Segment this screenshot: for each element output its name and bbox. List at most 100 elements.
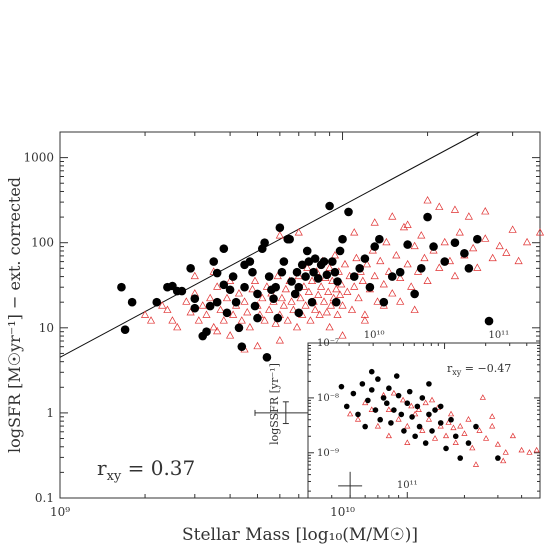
- data-point-circle: [484, 316, 494, 326]
- fit-line-layer: [59, 131, 480, 358]
- data-point-triangle: [408, 402, 415, 409]
- data-point-circle: [368, 368, 375, 375]
- data-point-triangle: [388, 212, 397, 220]
- data-point-circle: [349, 272, 359, 281]
- data-point-triangle: [435, 263, 444, 271]
- data-point-circle: [212, 297, 222, 307]
- data-point-triangle: [234, 289, 244, 297]
- data-point-circle: [331, 297, 341, 307]
- data-point-triangle: [461, 430, 468, 436]
- data-point-triangle: [379, 279, 388, 288]
- data-point-circle: [365, 397, 371, 404]
- data-point-circle: [231, 297, 241, 307]
- data-point-circle: [279, 257, 289, 266]
- data-point-triangle: [326, 301, 336, 309]
- data-point-circle: [404, 400, 411, 407]
- data-point-circle: [383, 400, 390, 407]
- data-point-triangle: [333, 310, 342, 318]
- data-point-circle: [237, 342, 247, 351]
- data-point-circle: [362, 423, 368, 430]
- data-point-circle: [401, 428, 407, 434]
- data-point-circle: [294, 282, 304, 292]
- data-point-triangle: [376, 256, 385, 265]
- data-point-circle: [190, 294, 200, 303]
- data-point-circle: [335, 246, 345, 256]
- inset-top-tick-label: 10¹⁰: [364, 330, 385, 341]
- data-point-triangle: [222, 293, 232, 302]
- data-point-triangle: [229, 310, 238, 318]
- data-point-triangle: [219, 316, 228, 324]
- data-point-triangle: [533, 446, 540, 453]
- data-point-triangle: [163, 305, 172, 313]
- main-points-layer: [117, 196, 545, 362]
- data-point-circle: [386, 385, 392, 392]
- data-point-triangle: [370, 271, 379, 280]
- data-point-circle: [152, 297, 162, 307]
- data-point-triangle: [304, 287, 313, 295]
- data-point-circle: [228, 272, 238, 281]
- data-point-triangle: [385, 406, 392, 412]
- data-point-triangle: [306, 316, 315, 324]
- data-point-circle: [395, 392, 402, 399]
- data-point-triangle: [396, 273, 405, 281]
- data-point-triangle: [495, 241, 504, 250]
- data-point-triangle: [250, 276, 260, 285]
- data-point-circle: [423, 212, 432, 222]
- inset-y-axis-label: logSSFR [yr⁻¹]: [268, 363, 281, 445]
- data-point-triangle: [206, 293, 215, 302]
- data-point-triangle: [325, 263, 334, 271]
- data-point-circle: [330, 267, 340, 277]
- data-point-triangle: [360, 316, 369, 324]
- data-point-triangle: [464, 212, 473, 220]
- data-point-circle: [225, 285, 235, 295]
- data-point-triangle: [535, 228, 545, 236]
- data-point-circle: [343, 403, 350, 410]
- data-point-triangle: [450, 424, 457, 431]
- data-point-triangle: [419, 427, 426, 433]
- data-point-triangle: [514, 256, 523, 265]
- data-point-circle: [388, 420, 394, 426]
- data-point-circle: [432, 407, 438, 413]
- data-point-circle: [450, 238, 460, 248]
- data-point-circle: [260, 238, 269, 248]
- data-point-circle: [322, 270, 332, 280]
- inset-plot-frame: [307, 342, 541, 499]
- data-point-triangle: [412, 410, 419, 417]
- data-point-triangle: [358, 276, 367, 285]
- main-plot-frame: [59, 131, 541, 499]
- data-point-triangle: [395, 416, 402, 422]
- data-point-triangle: [465, 416, 472, 422]
- data-point-triangle: [422, 399, 429, 406]
- data-point-circle: [202, 327, 211, 337]
- data-point-triangle: [410, 241, 419, 250]
- y-tick-label: 0.1: [35, 491, 54, 505]
- data-point-triangle: [450, 271, 460, 280]
- data-point-circle: [360, 254, 370, 263]
- data-point-circle: [426, 381, 432, 387]
- data-point-triangle: [489, 413, 496, 419]
- data-point-triangle: [447, 410, 455, 417]
- data-point-circle: [186, 264, 195, 273]
- data-point-triangle: [296, 293, 305, 302]
- data-point-circle: [253, 313, 262, 323]
- data-point-triangle: [489, 422, 496, 429]
- data-point-triangle: [423, 196, 432, 204]
- data-point-circle: [333, 277, 342, 286]
- data-point-circle: [393, 373, 400, 379]
- data-point-triangle: [216, 305, 225, 313]
- inset-background: [308, 343, 540, 498]
- data-point-triangle: [509, 432, 517, 439]
- data-point-triangle: [173, 322, 182, 331]
- data-point-triangle: [289, 305, 298, 313]
- data-point-circle: [365, 282, 375, 292]
- data-point-triangle: [168, 316, 177, 324]
- data-point-circle: [212, 268, 222, 278]
- data-point-triangle: [388, 289, 397, 297]
- data-point-triangle: [488, 253, 497, 262]
- data-point-triangle: [243, 307, 252, 316]
- data-point-triangle: [390, 389, 397, 396]
- data-point-circle: [377, 416, 383, 423]
- data-point-circle: [422, 440, 429, 446]
- inset-top-tick-label: 10¹¹: [488, 330, 509, 341]
- data-point-circle: [325, 201, 334, 211]
